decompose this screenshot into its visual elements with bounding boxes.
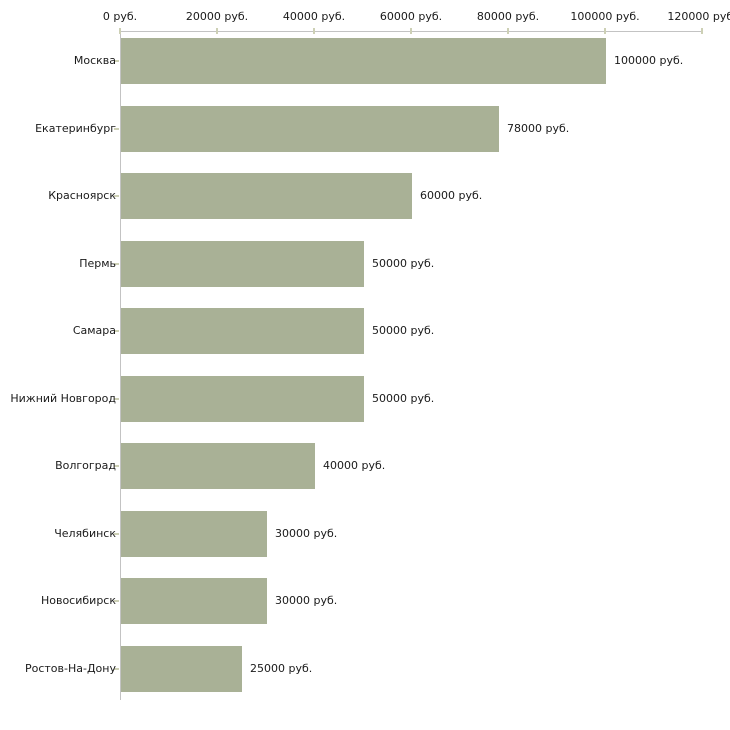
category-label: Нижний Новгород (10, 392, 116, 405)
x-axis-tick-mark (701, 28, 703, 34)
category-label: Ростов-На-Дону (24, 662, 116, 675)
x-axis-tick-label: 80000 руб. (476, 10, 540, 23)
x-axis-tick-mark (216, 28, 218, 34)
bar (121, 511, 267, 557)
x-axis-tick-mark (410, 28, 412, 34)
value-label: 50000 руб. (372, 257, 435, 270)
x-axis-tick-mark (313, 28, 315, 34)
x-axis-tick-label: 120000 руб. (667, 10, 730, 23)
y-axis-tick-mark (114, 195, 119, 197)
y-axis-tick-mark (114, 263, 119, 265)
x-axis-tick-label: 60000 руб. (379, 10, 443, 23)
x-axis-tick-mark (119, 28, 121, 34)
y-axis-tick-mark (114, 60, 119, 62)
value-label: 50000 руб. (372, 392, 435, 405)
category-label: Новосибирск (40, 594, 116, 607)
value-label: 50000 руб. (372, 324, 435, 337)
bar (121, 106, 499, 152)
category-label: Самара (72, 324, 116, 337)
x-axis-tick-label: 0 руб. (102, 10, 138, 23)
value-label: 30000 руб. (275, 527, 338, 540)
y-axis-tick-mark (114, 600, 119, 602)
x-axis-tick-mark (507, 28, 509, 34)
bar (121, 241, 364, 287)
value-label: 60000 руб. (420, 189, 483, 202)
y-axis-tick-mark (114, 668, 119, 670)
bar (121, 376, 364, 422)
category-label: Москва (73, 54, 116, 67)
x-axis-tick-label: 20000 руб. (185, 10, 249, 23)
value-label: 78000 руб. (507, 122, 570, 135)
category-label: Челябинск (54, 527, 116, 540)
y-axis-line (120, 31, 121, 700)
value-label: 40000 руб. (323, 459, 386, 472)
bar (121, 443, 315, 489)
bar (121, 578, 267, 624)
value-label: 25000 руб. (250, 662, 313, 675)
category-label: Екатеринбург (35, 122, 116, 135)
y-axis-tick-mark (114, 465, 119, 467)
x-axis-tick-label: 100000 руб. (570, 10, 640, 23)
y-axis-tick-mark (114, 398, 119, 400)
bar (121, 646, 242, 692)
bar (121, 173, 412, 219)
value-label: 30000 руб. (275, 594, 338, 607)
category-label: Пермь (79, 257, 116, 270)
y-axis-tick-mark (114, 128, 119, 130)
x-axis-tick-mark (604, 28, 606, 34)
y-axis-tick-mark (114, 533, 119, 535)
bar (121, 38, 606, 84)
x-axis-tick-label: 40000 руб. (282, 10, 346, 23)
y-axis-tick-mark (114, 330, 119, 332)
category-label: Волгоград (55, 459, 116, 472)
bar (121, 308, 364, 354)
value-label: 100000 руб. (614, 54, 684, 67)
category-label: Красноярск (48, 189, 116, 202)
